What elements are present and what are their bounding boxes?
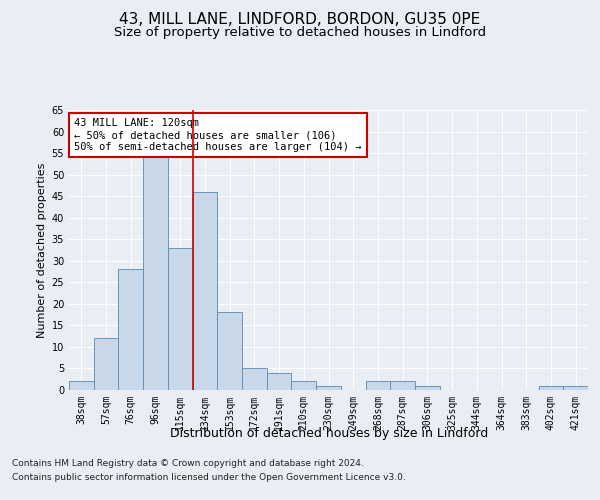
Bar: [69, 382, 94, 390]
Bar: [168, 248, 193, 390]
Bar: [390, 382, 415, 390]
Bar: [267, 373, 292, 390]
Bar: [242, 368, 267, 390]
Bar: [415, 386, 440, 390]
Bar: [118, 270, 143, 390]
Text: 43, MILL LANE, LINDFORD, BORDON, GU35 0PE: 43, MILL LANE, LINDFORD, BORDON, GU35 0P…: [119, 12, 481, 28]
Bar: [365, 382, 390, 390]
Bar: [539, 386, 563, 390]
Text: Contains public sector information licensed under the Open Government Licence v3: Contains public sector information licen…: [12, 474, 406, 482]
Bar: [563, 386, 588, 390]
Text: Distribution of detached houses by size in Lindford: Distribution of detached houses by size …: [170, 428, 488, 440]
Bar: [292, 382, 316, 390]
Text: Contains HM Land Registry data © Crown copyright and database right 2024.: Contains HM Land Registry data © Crown c…: [12, 458, 364, 468]
Bar: [143, 158, 168, 390]
Text: 43 MILL LANE: 120sqm
← 50% of detached houses are smaller (106)
50% of semi-deta: 43 MILL LANE: 120sqm ← 50% of detached h…: [74, 118, 362, 152]
Bar: [94, 338, 118, 390]
Bar: [193, 192, 217, 390]
Y-axis label: Number of detached properties: Number of detached properties: [37, 162, 47, 338]
Bar: [217, 312, 242, 390]
Text: Size of property relative to detached houses in Lindford: Size of property relative to detached ho…: [114, 26, 486, 39]
Bar: [316, 386, 341, 390]
